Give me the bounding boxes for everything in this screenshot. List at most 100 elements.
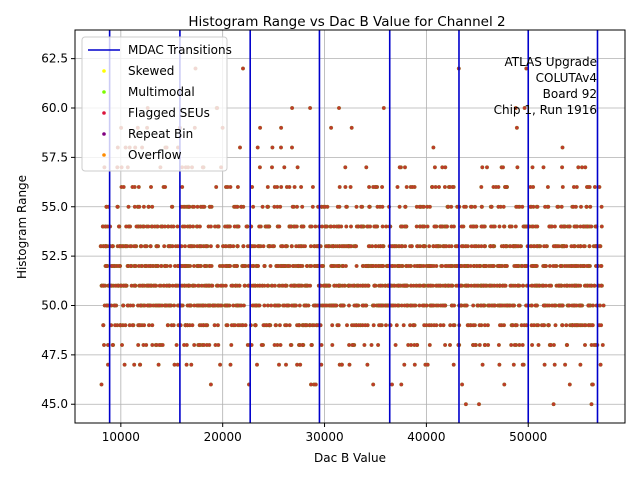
data-point xyxy=(150,323,155,328)
data-point xyxy=(146,224,151,229)
data-point xyxy=(265,184,270,189)
x-axis-ticks: 10000 20000 30000 40000 50000 xyxy=(102,423,547,444)
data-point xyxy=(277,362,282,367)
data-point xyxy=(289,244,294,249)
data-point xyxy=(228,362,233,367)
data-point xyxy=(399,244,404,249)
data-point xyxy=(586,323,591,328)
data-point xyxy=(200,204,205,209)
data-point xyxy=(272,303,277,308)
data-point xyxy=(468,204,473,209)
data-point xyxy=(480,362,485,367)
data-point xyxy=(422,323,427,328)
data-point xyxy=(192,343,197,348)
data-point xyxy=(340,303,345,308)
data-point xyxy=(585,224,590,229)
data-point xyxy=(285,303,290,308)
data-point xyxy=(311,323,316,328)
data-point xyxy=(362,343,367,348)
data-point xyxy=(128,264,133,269)
data-point xyxy=(340,244,345,249)
data-point xyxy=(515,283,520,288)
data-point xyxy=(337,224,342,229)
data-point xyxy=(218,303,223,308)
data-point xyxy=(116,264,121,269)
data-point xyxy=(188,224,193,229)
data-point xyxy=(310,204,315,209)
data-point xyxy=(477,343,482,348)
data-point xyxy=(255,145,260,150)
data-point xyxy=(279,145,284,150)
data-point xyxy=(588,204,593,209)
data-point xyxy=(511,362,516,367)
data-point xyxy=(350,283,355,288)
data-point xyxy=(308,244,313,249)
data-point xyxy=(567,224,572,229)
data-point xyxy=(473,204,478,209)
data-point xyxy=(216,224,221,229)
data-point xyxy=(225,224,230,229)
data-point xyxy=(157,283,162,288)
data-point xyxy=(578,244,583,249)
data-point xyxy=(110,244,115,249)
x-tick-label: 10000 xyxy=(102,430,140,444)
data-point xyxy=(173,283,178,288)
data-point xyxy=(553,323,558,328)
data-point xyxy=(503,184,508,189)
data-point xyxy=(522,105,527,110)
data-point xyxy=(297,244,302,249)
data-point xyxy=(280,244,285,249)
data-point xyxy=(265,303,270,308)
data-point xyxy=(201,303,206,308)
data-point xyxy=(347,283,352,288)
data-point xyxy=(105,303,110,308)
data-point xyxy=(373,244,378,249)
data-point xyxy=(305,264,310,269)
data-point xyxy=(433,244,438,249)
data-point xyxy=(307,323,312,328)
data-point xyxy=(118,283,123,288)
x-tick-label: 20000 xyxy=(204,430,242,444)
data-point xyxy=(520,362,525,367)
data-point xyxy=(500,283,505,288)
data-point xyxy=(134,224,139,229)
data-point xyxy=(301,224,306,229)
data-point xyxy=(479,184,484,189)
data-point xyxy=(516,303,521,308)
data-point xyxy=(331,303,336,308)
data-point xyxy=(115,204,120,209)
data-point xyxy=(103,264,108,269)
data-point xyxy=(485,323,490,328)
data-point xyxy=(143,244,148,249)
annotation-line: Board 92 xyxy=(543,87,597,101)
data-point xyxy=(310,184,315,189)
data-point xyxy=(520,264,525,269)
data-point xyxy=(344,224,349,229)
data-point xyxy=(560,323,565,328)
data-point xyxy=(384,323,389,328)
data-point xyxy=(404,224,409,229)
data-point xyxy=(354,204,359,209)
data-point xyxy=(336,283,341,288)
data-point xyxy=(290,145,295,150)
data-point xyxy=(290,204,295,209)
data-point xyxy=(571,204,576,209)
data-point xyxy=(337,184,342,189)
data-point xyxy=(380,204,385,209)
data-point xyxy=(300,204,305,209)
data-point xyxy=(116,224,121,229)
data-point xyxy=(345,323,350,328)
data-point xyxy=(208,204,213,209)
data-point xyxy=(498,323,503,328)
data-point xyxy=(292,224,297,229)
data-point xyxy=(502,382,507,387)
data-point xyxy=(210,303,215,308)
data-point xyxy=(172,362,177,367)
data-point xyxy=(421,264,426,269)
data-point xyxy=(551,244,556,249)
data-point xyxy=(128,244,133,249)
data-point xyxy=(101,343,106,348)
data-point xyxy=(448,323,453,328)
data-point xyxy=(560,145,565,150)
data-point xyxy=(432,224,437,229)
